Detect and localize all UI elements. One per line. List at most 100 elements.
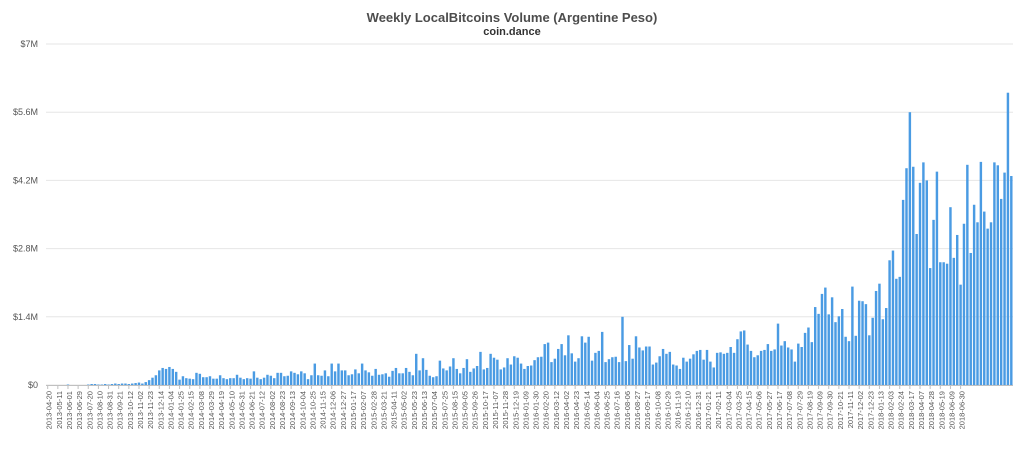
x-tick-label: 2016-11-19 (674, 391, 683, 429)
bar (154, 375, 158, 385)
bar (266, 374, 269, 385)
bar (928, 268, 932, 385)
x-tick-label: 2014-03-29 (207, 391, 216, 429)
bar (999, 198, 1003, 385)
x-tick-label: 2016-12-10 (684, 391, 693, 429)
bar (675, 365, 678, 385)
x-tick-label: 2014-12-06 (329, 391, 338, 429)
bar (289, 371, 293, 385)
bar (360, 363, 364, 385)
x-tick-label: 2015-01-17 (349, 391, 358, 429)
x-tick-label: 2015-03-21 (379, 391, 388, 429)
bar (137, 382, 141, 385)
bar (131, 383, 134, 385)
bar (655, 362, 658, 385)
x-tick-label: 2015-09-26 (471, 391, 480, 429)
y-tick-label: $7M (20, 39, 38, 49)
bar (171, 368, 175, 385)
bar (371, 375, 374, 385)
bar (614, 356, 617, 385)
bar (898, 276, 901, 385)
bar (469, 371, 472, 385)
x-tick-label: 2014-03-08 (197, 391, 206, 429)
bar (421, 358, 425, 385)
bar (276, 372, 279, 385)
bar (181, 376, 185, 385)
x-tick-label: 2014-11-15 (319, 391, 328, 429)
bar (925, 180, 928, 385)
bar (628, 345, 631, 385)
bar (976, 222, 979, 385)
bar (310, 375, 313, 385)
bar (415, 353, 418, 385)
x-tick-label: 2015-06-13 (420, 391, 429, 429)
bar (695, 350, 699, 385)
bar (868, 335, 871, 385)
bar (597, 350, 601, 385)
x-tick-label: 2013-05-11 (55, 391, 64, 429)
bar (506, 358, 509, 385)
bar (884, 308, 888, 385)
bar (546, 342, 550, 385)
x-tick-label: 2013-09-21 (116, 391, 125, 429)
x-tick-label: 2018-02-03 (887, 391, 896, 429)
bar (188, 378, 191, 385)
x-tick-label: 2014-08-02 (268, 391, 277, 429)
x-tick-label: 2014-05-31 (237, 391, 246, 429)
bar (374, 368, 377, 385)
x-tick-label: 2017-05-06 (755, 391, 764, 429)
x-tick-label: 2017-11-11 (846, 391, 855, 428)
bar (847, 341, 851, 385)
bar (458, 373, 462, 385)
bar (742, 330, 746, 385)
x-tick-label: 2018-06-09 (947, 391, 956, 429)
bar (959, 284, 962, 385)
bar (235, 374, 239, 385)
bar (966, 164, 969, 385)
x-tick-label: 2017-09-30 (826, 391, 835, 429)
bar (624, 361, 628, 385)
bar (144, 382, 147, 385)
x-tick-label: 2017-09-09 (816, 391, 825, 429)
bar (827, 314, 830, 385)
bar (993, 162, 996, 385)
x-tick-label: 2015-02-28 (369, 391, 378, 429)
x-tick-label: 2017-04-15 (745, 391, 754, 429)
bar (543, 344, 546, 385)
x-tick-label: 2016-09-17 (643, 391, 652, 429)
bar (739, 331, 743, 385)
bar (864, 304, 868, 385)
bar (164, 368, 168, 385)
bar (462, 367, 465, 385)
bar (719, 352, 722, 385)
bar (377, 374, 381, 385)
x-tick-label: 2013-08-31 (106, 391, 115, 429)
bar (222, 378, 225, 385)
bar (915, 233, 918, 385)
bar (688, 358, 692, 385)
bar (391, 370, 394, 385)
bar (749, 350, 753, 385)
bar (969, 252, 972, 385)
bar (817, 313, 820, 385)
x-tick-label: 2018-04-28 (927, 391, 936, 429)
bar (922, 162, 925, 385)
bar (205, 377, 208, 385)
bar (354, 369, 357, 385)
bar (759, 350, 763, 385)
x-tick-label: 2015-12-19 (511, 391, 520, 429)
bar (918, 182, 922, 385)
bar (935, 171, 939, 385)
bar (239, 377, 242, 385)
x-tick-label: 2016-10-29 (663, 391, 672, 429)
bar (127, 384, 131, 385)
bar (212, 378, 215, 385)
x-tick-label: 2017-03-25 (734, 391, 743, 429)
x-tick-label: 2015-07-04 (430, 391, 439, 429)
bar (756, 355, 759, 385)
bar (634, 336, 638, 385)
x-tick-label: 2015-08-15 (450, 391, 459, 429)
bar (519, 363, 523, 385)
